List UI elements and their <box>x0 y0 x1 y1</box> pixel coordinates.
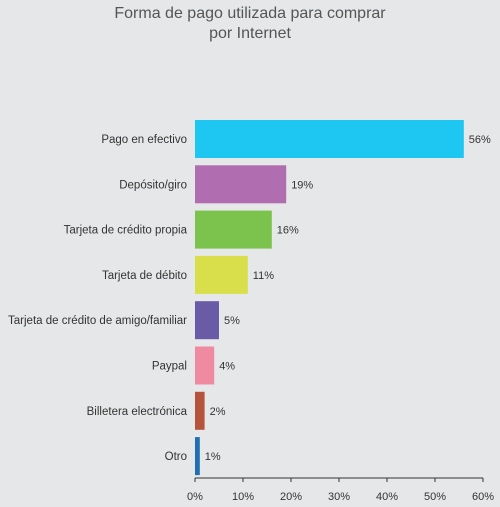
value-label-3: 11% <box>253 270 274 282</box>
x-tick-label-4: 40% <box>376 491 398 503</box>
value-label-2: 16% <box>277 225 299 237</box>
x-axis: 0% 10% 20% 30% 40% 50% 60% <box>187 477 494 503</box>
chart-title: Forma de pago utilizada para comprar por… <box>0 4 500 44</box>
category-label-5: Paypal <box>152 361 187 373</box>
category-label-2: Tarjeta de crédito propia <box>64 225 188 237</box>
value-label-1: 19% <box>291 179 313 191</box>
bar-5 <box>195 346 215 385</box>
category-label-1: Depósito/giro <box>119 179 187 191</box>
category-label-7: Otro <box>165 451 187 463</box>
chart-title-line-1: Forma de pago utilizada para comprar <box>114 5 386 22</box>
x-tick-label-6: 60% <box>472 491 494 503</box>
value-label-6: 2% <box>210 406 226 418</box>
bar-0 <box>195 120 464 158</box>
category-label-4: Tarjeta de crédito de amigo/familiar <box>8 315 187 327</box>
value-label-5: 4% <box>219 361 235 373</box>
value-label-0: 56% <box>469 134 491 146</box>
x-tick-label-3: 30% <box>328 491 350 503</box>
chart-title-line-2: por Internet <box>209 25 291 42</box>
x-tick-label-2: 20% <box>280 491 302 503</box>
bar-7 <box>195 437 200 476</box>
category-label-6: Billetera electrónica <box>87 406 188 418</box>
value-label-7: 1% <box>205 451 221 463</box>
category-label-3: Tarjeta de débito <box>102 270 187 282</box>
bar-1 <box>195 165 287 204</box>
bars-layer: Pago en efectivo 56% Depósito/giro 19% Tarje… <box>8 120 491 476</box>
bar-2 <box>195 210 272 249</box>
bar-3 <box>195 255 248 294</box>
bar-6 <box>195 391 205 430</box>
x-tick-label-1: 10% <box>232 491 254 503</box>
x-tick-label-5: 50% <box>424 491 446 503</box>
category-label-0: Pago en efectivo <box>101 134 187 146</box>
bar-4 <box>195 301 219 340</box>
value-label-4: 5% <box>224 315 240 327</box>
x-tick-label-0: 0% <box>187 491 203 503</box>
